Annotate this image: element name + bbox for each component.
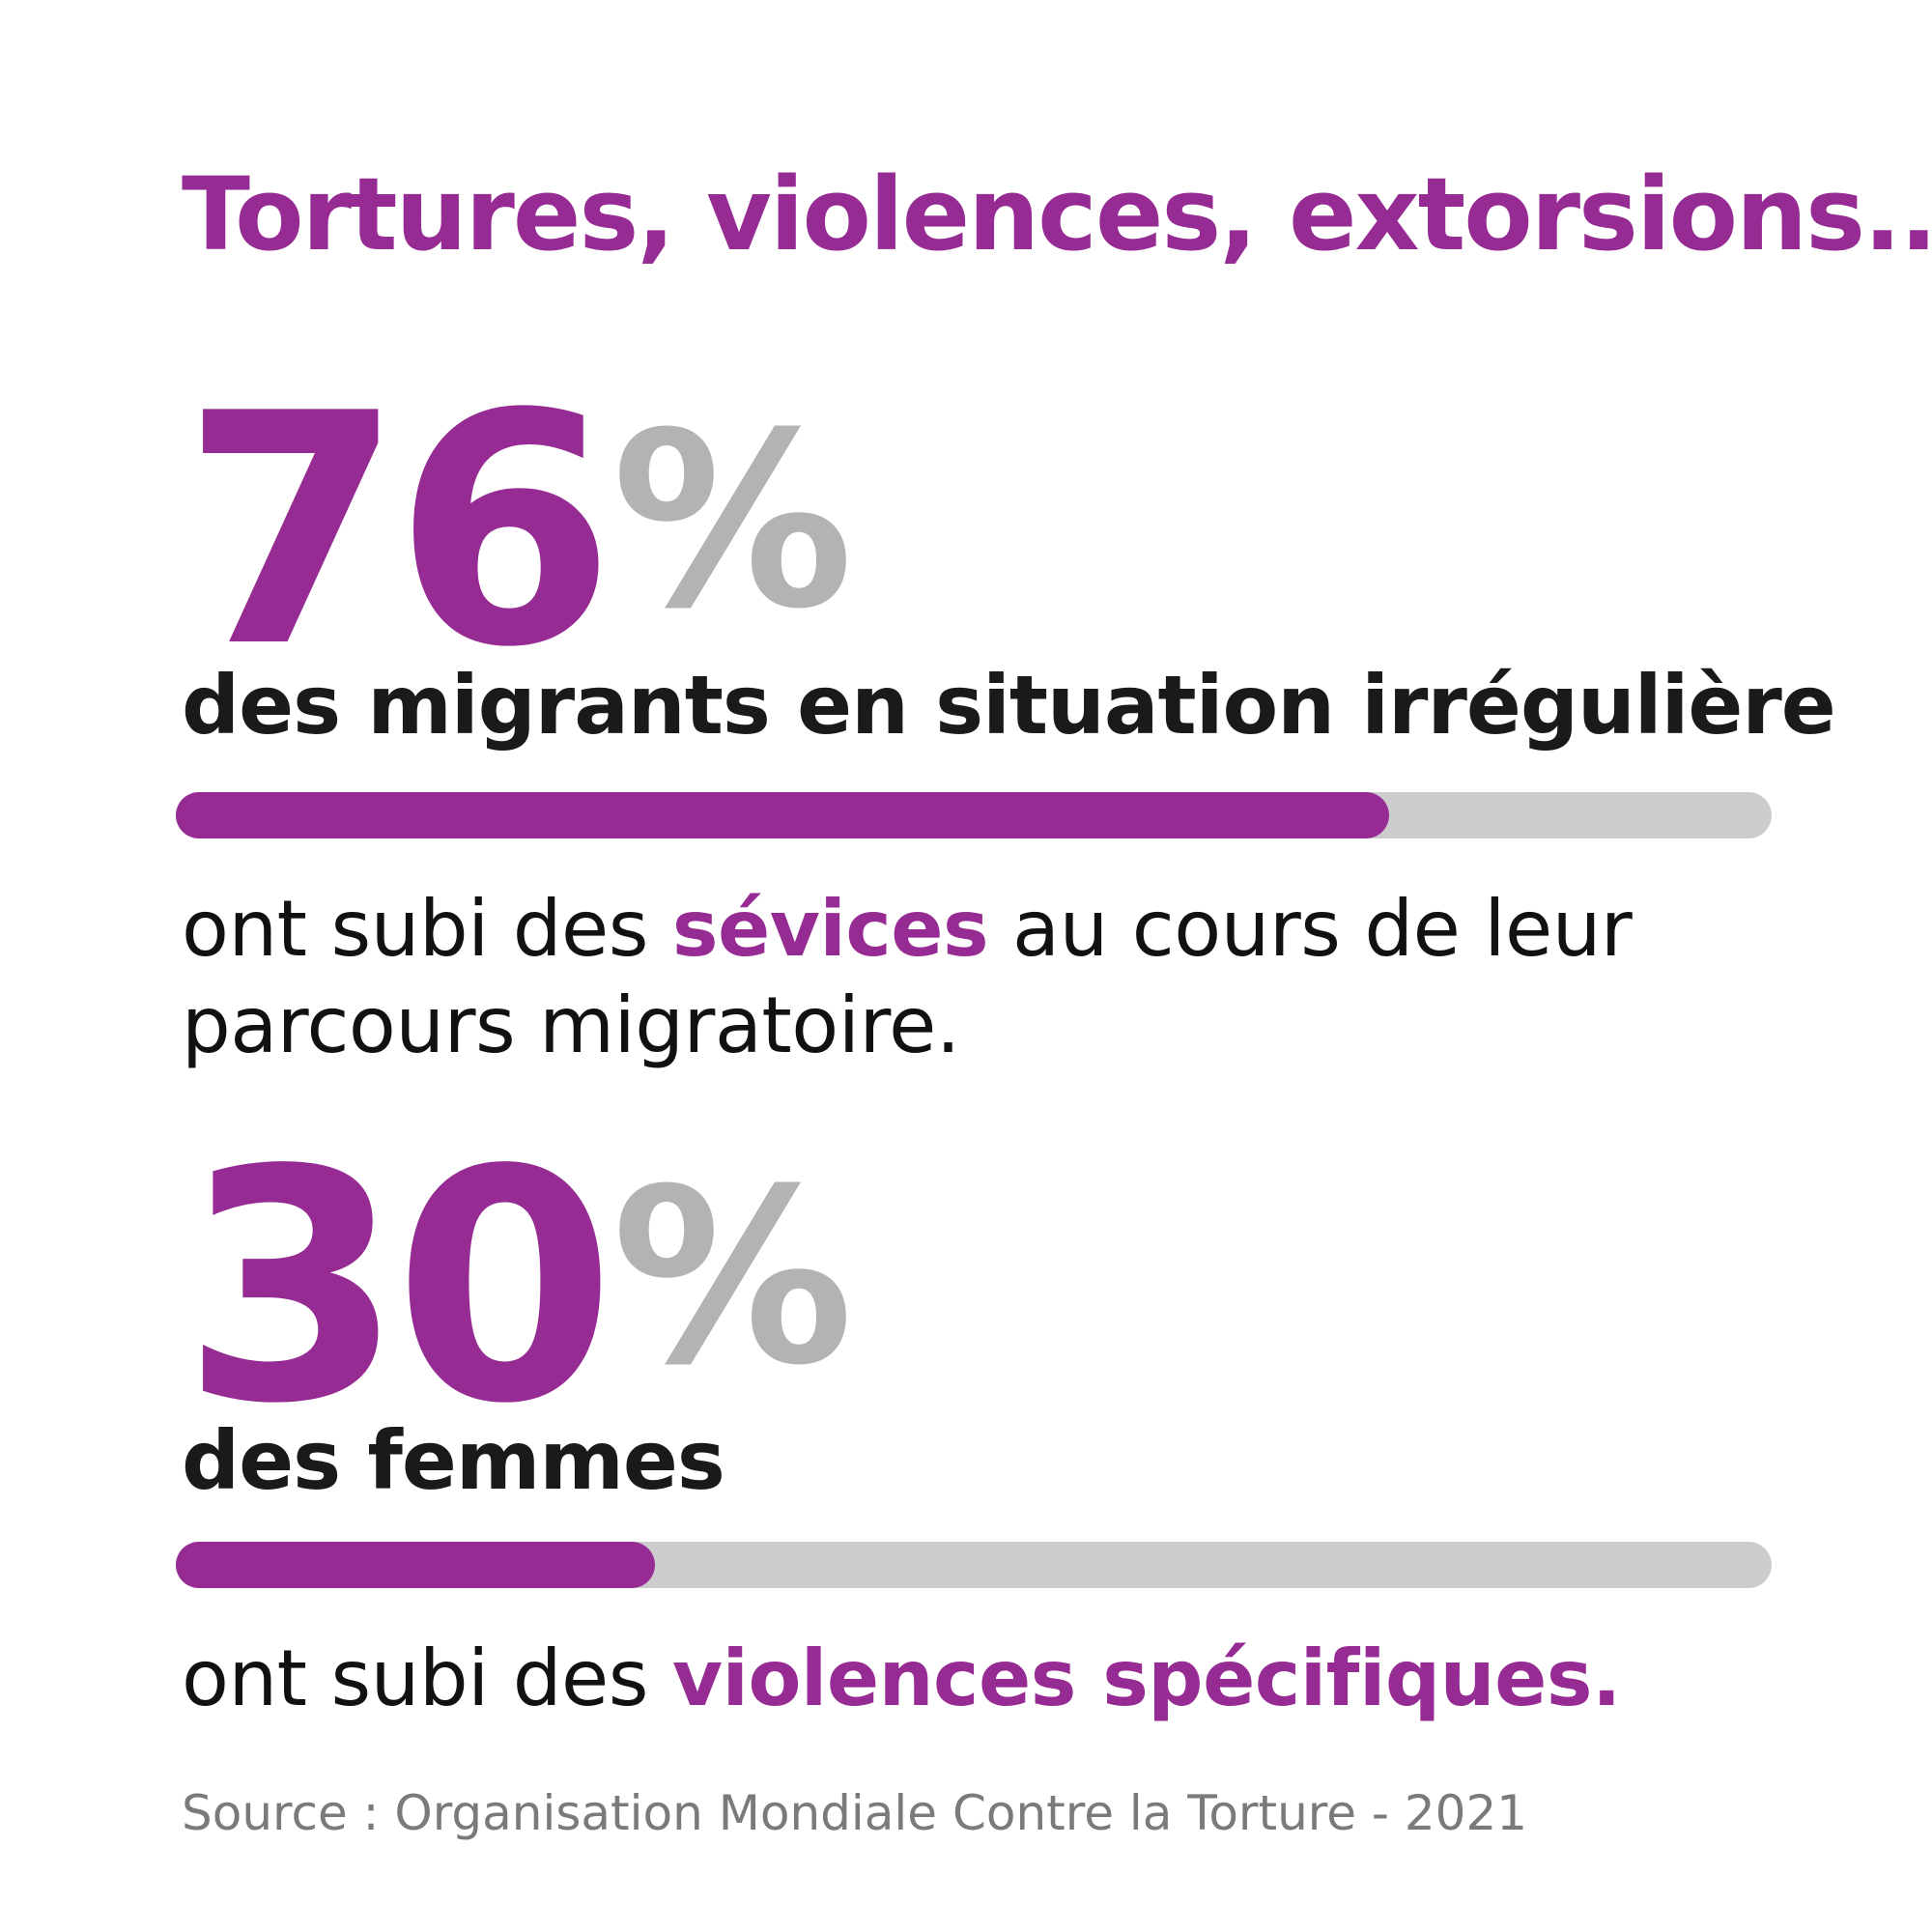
source-note: Source : Organisation Mondiale Contre la… <box>182 1785 1528 1841</box>
stat-2-percent-sign: % <box>611 1137 854 1418</box>
stat-1-progress-fill <box>176 792 1389 838</box>
stat-1-subject: des migrants en situation irrégulière <box>182 658 1836 753</box>
stat-1-highlight: sévices <box>671 884 989 974</box>
stat-1-text-after: au cours de leur parcours migratoire. <box>182 884 1633 1070</box>
stat-2-number: 30 <box>182 1102 615 1473</box>
stat-1-progress-track <box>176 792 1772 838</box>
stat-1-number: 76 <box>182 346 615 717</box>
stat-2-text-before: ont subi des <box>182 1634 672 1723</box>
stat-2-description: ont subi des violences spécifiques. <box>182 1631 1785 1727</box>
stat-1-percent-sign: % <box>611 381 854 662</box>
stat-1-description: ont subi des sévices au cours de leur pa… <box>182 881 1785 1074</box>
stat-2-subject: des femmes <box>182 1413 725 1508</box>
stat-2-progress-track <box>176 1542 1772 1588</box>
infographic-title: Tortures, violences, extorsions... <box>182 156 1932 273</box>
stat-2-highlight: violences spécifiques. <box>671 1634 1622 1723</box>
stat-2-headline: 30% <box>182 1128 854 1447</box>
stat-1-text-before: ont subi des <box>182 884 672 974</box>
stat-1-headline: 76% <box>182 372 854 691</box>
stat-2-progress-fill <box>176 1542 655 1588</box>
